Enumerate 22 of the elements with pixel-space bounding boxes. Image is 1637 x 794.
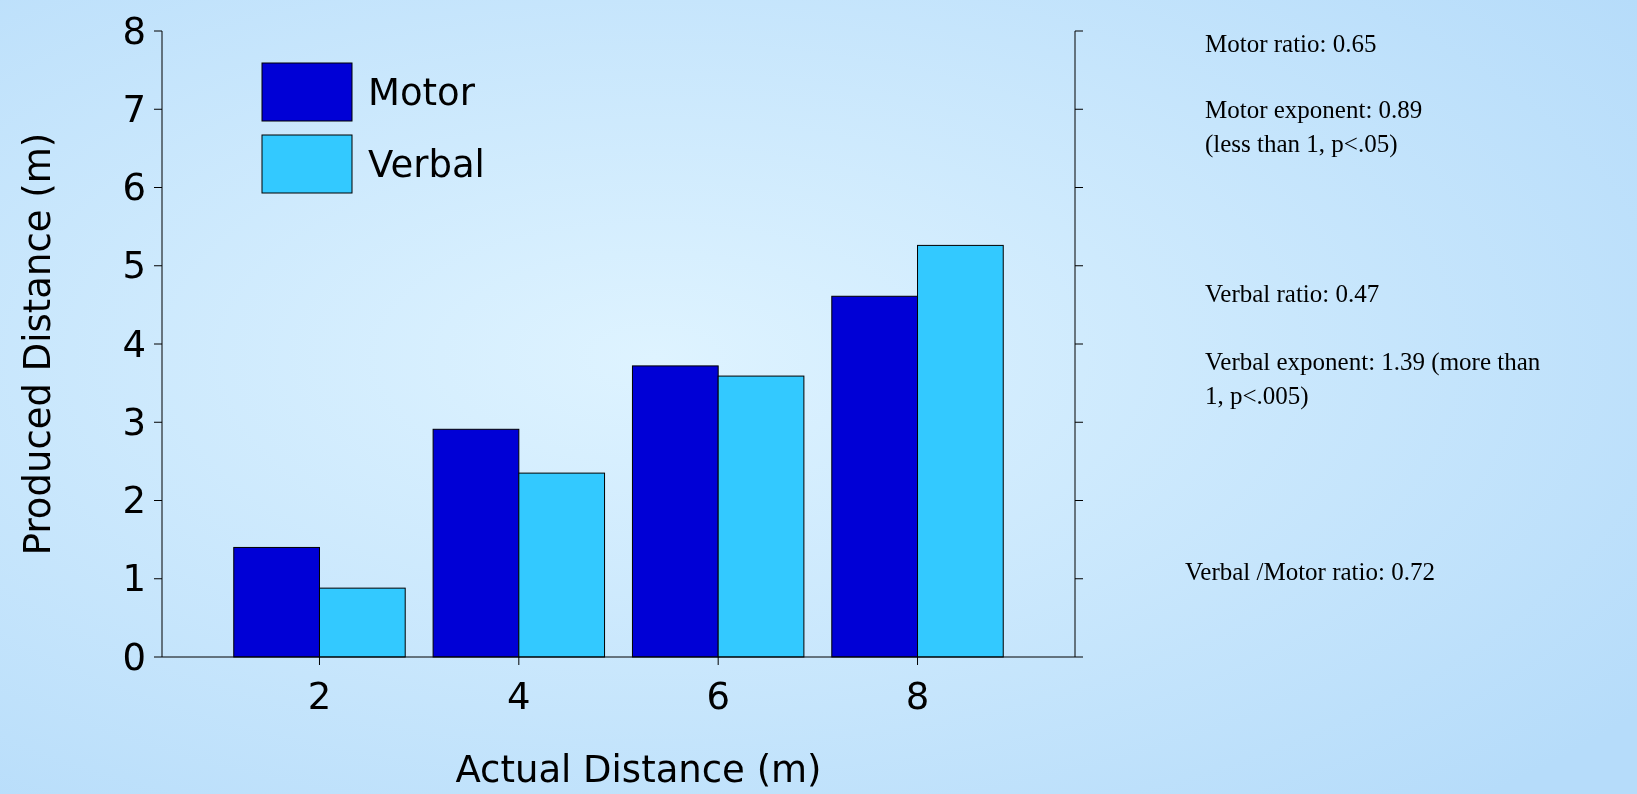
legend-label: Motor — [368, 70, 476, 114]
y-tick-label: 5 — [122, 244, 146, 288]
x-tick-label: 4 — [507, 675, 531, 718]
y-axis-title: Produced Distance (m) — [16, 132, 59, 556]
text: Verbal exponent: 1.39 (more than 1, p<.005) — [1205, 348, 1541, 410]
x-tick-label: 2 — [307, 675, 332, 718]
y-tick-label: 0 — [122, 635, 146, 679]
y-tick-label: 3 — [122, 400, 146, 444]
text: Motor exponent: 0.89 (less than 1, p<.05) — [1205, 96, 1423, 158]
y-tick-label: 1 — [122, 557, 146, 601]
y-tick-label: 8 — [122, 9, 146, 53]
text: Motor ratio: 0.65 — [1205, 30, 1377, 57]
y-tick-label: 6 — [122, 166, 146, 209]
x-tick-label: 8 — [905, 675, 930, 718]
y-tick-label: 7 — [122, 87, 146, 131]
legend-label: Verbal — [368, 142, 485, 186]
x-axis-title: Actual Distance (m) — [455, 748, 822, 791]
x-tick-label: 6 — [706, 675, 730, 718]
y-tick-label: 2 — [122, 479, 146, 522]
y-tick-label: 4 — [122, 322, 146, 366]
text: Verbal ratio: 0.47 — [1205, 280, 1380, 307]
text: Verbal /Motor ratio: 0.72 — [1185, 558, 1435, 585]
